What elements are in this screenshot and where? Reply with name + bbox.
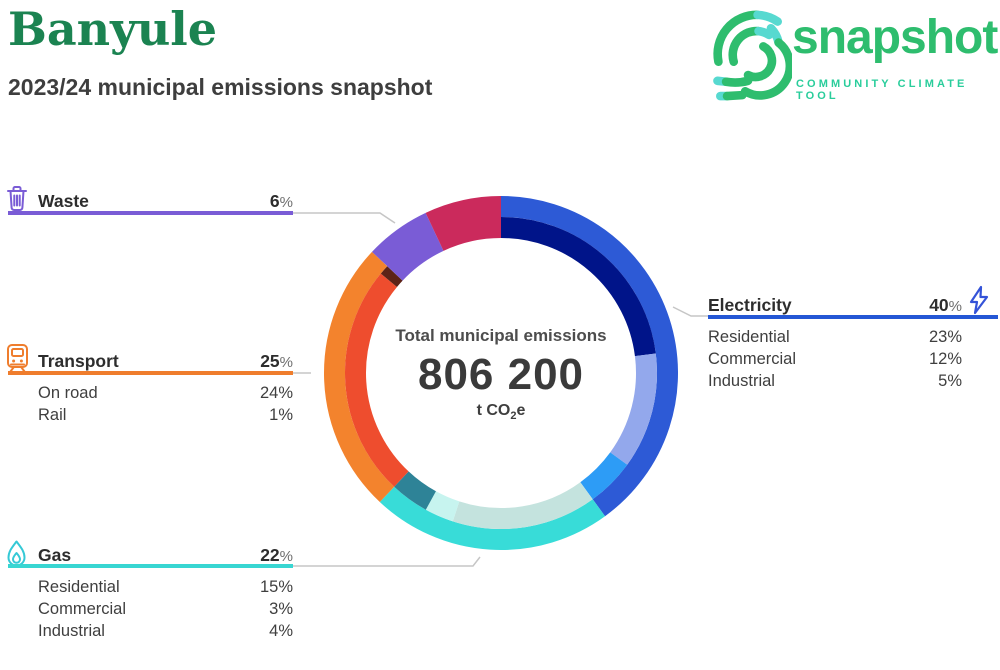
train-icon [4, 343, 31, 379]
row-label: Rail [38, 405, 67, 424]
row-value: 15% [259, 577, 293, 596]
snapshot-logo-wordmark: snapshot [792, 11, 998, 64]
electricity-leader-line [672, 306, 708, 317]
row-label: Commercial [708, 349, 797, 368]
row-label: Residential [38, 577, 120, 596]
electricity-underline [708, 315, 998, 319]
unit-subscript: 2 [510, 410, 517, 423]
electricity-row-industrial: Industrial 5% [708, 370, 962, 392]
row-value: 1% [269, 405, 293, 424]
transport-label: Transport [38, 350, 119, 371]
row-value: 24% [259, 383, 293, 402]
waste-value: 6% [269, 190, 293, 211]
gas-legend-heading: Gas 22% [38, 544, 293, 566]
unit-prefix: t CO [476, 402, 511, 419]
row-value: 12% [928, 349, 962, 368]
row-label: Industrial [38, 621, 105, 640]
total-emissions-value: 806 200 [417, 350, 585, 399]
trash-icon [5, 184, 29, 217]
transport-value: 25% [260, 350, 293, 371]
gas-label: Gas [38, 544, 72, 565]
waste-leader-line [293, 212, 396, 224]
gas-value: 22% [260, 544, 293, 565]
waste-underline [8, 211, 293, 215]
total-emissions-label: Total municipal emissions [395, 326, 607, 345]
transport-row-rail: Rail 1% [38, 404, 293, 426]
electricity-label: Electricity [708, 294, 792, 315]
unit-suffix: e [516, 402, 526, 419]
page-title: Banyule [8, 2, 218, 56]
flame-icon [3, 539, 30, 575]
bolt-icon [964, 284, 994, 321]
electricity-row-residential: Residential 23% [708, 326, 962, 348]
gas-underline [8, 564, 293, 568]
donut-center-text: Total municipal emissions 806 200 t CO2e [351, 326, 651, 422]
row-value: 5% [938, 371, 962, 390]
electricity-row-commercial: Commercial 12% [708, 348, 962, 370]
row-value: 4% [269, 621, 293, 640]
gas-row-commercial: Commercial 3% [38, 598, 293, 620]
row-label: Industrial [708, 371, 775, 390]
electricity-value: 40% [929, 294, 962, 315]
electricity-legend-heading: Electricity 40% [708, 294, 962, 316]
gas-row-residential: Residential 15% [38, 576, 293, 598]
total-emissions-unit: t CO2e [351, 402, 651, 422]
row-value: 3% [269, 599, 293, 618]
transport-row-onroad: On road 24% [38, 382, 293, 404]
row-label: On road [38, 383, 98, 402]
transport-underline [8, 371, 293, 375]
gas-leader-line [293, 556, 481, 567]
row-value: 23% [928, 327, 962, 346]
row-label: Residential [708, 327, 790, 346]
waste-legend-heading: Waste 6% [38, 190, 293, 212]
waste-label: Waste [38, 190, 89, 211]
page-subtitle: 2023/24 municipal emissions snapshot [8, 74, 433, 100]
transport-legend-heading: Transport 25% [38, 350, 293, 372]
snapshot-logo-icon [706, 2, 795, 113]
snapshot-logo-tagline: COMMUNITY CLIMATE TOOL [796, 78, 968, 102]
row-label: Commercial [38, 599, 127, 618]
gas-row-industrial: Industrial 4% [38, 620, 293, 642]
